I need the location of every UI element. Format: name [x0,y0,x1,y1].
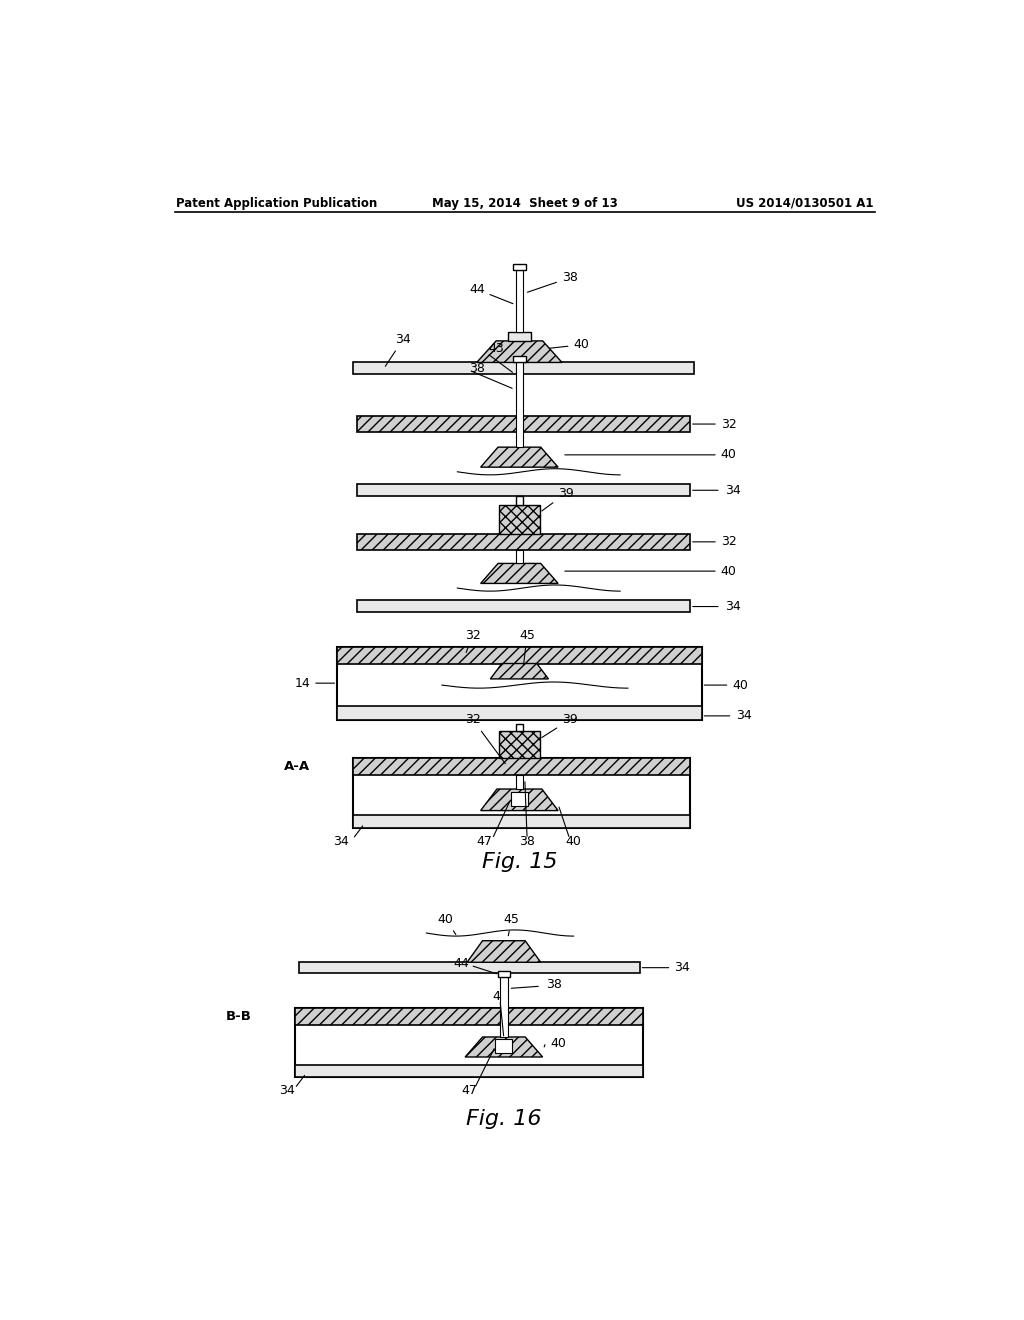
Text: 47: 47 [461,1084,477,1097]
Text: 38: 38 [547,978,562,991]
Polygon shape [490,664,549,678]
Text: 34: 34 [736,709,752,722]
Bar [496,1039,512,1053]
Bar [356,601,690,612]
Text: 34: 34 [385,333,411,366]
Bar [515,496,523,506]
Text: 43: 43 [488,342,504,355]
Bar [511,792,528,807]
Bar [356,484,690,496]
Text: 32: 32 [692,536,736,548]
Text: May 15, 2014  Sheet 9 of 13: May 15, 2014 Sheet 9 of 13 [432,197,617,210]
Text: Fig. 16: Fig. 16 [466,1109,542,1130]
Polygon shape [480,447,558,467]
Bar [500,506,540,535]
Polygon shape [480,789,558,810]
Text: B-B: B-B [226,1010,252,1023]
Bar [337,706,701,719]
Text: 45: 45 [504,912,519,936]
Text: US 2014/0130501 A1: US 2014/0130501 A1 [736,197,873,210]
Bar [508,331,531,341]
Bar [356,416,690,432]
Polygon shape [467,941,541,962]
Bar [352,758,690,828]
Bar [352,363,693,374]
Bar [299,962,640,973]
Bar [500,977,508,1038]
Bar [337,647,701,664]
Text: 32: 32 [465,628,480,652]
Bar [500,731,540,758]
Text: 38: 38 [527,271,578,292]
Text: Patent Application Publication: Patent Application Publication [176,197,377,210]
Text: 45: 45 [519,628,536,664]
Text: 34: 34 [333,834,349,847]
Text: 45: 45 [493,990,508,1003]
Text: 40: 40 [565,834,582,847]
Text: 44: 44 [469,282,513,304]
Bar [515,549,523,564]
Bar [515,363,523,447]
Bar [356,535,690,549]
Bar [337,647,701,719]
Bar [352,816,690,828]
Text: 14: 14 [295,677,335,689]
Text: 44: 44 [454,957,469,970]
Polygon shape [480,564,558,583]
Bar [498,970,510,977]
Text: 40: 40 [705,678,749,692]
Text: 40: 40 [565,449,736,462]
Text: 32: 32 [465,713,505,764]
Text: 32: 32 [692,417,736,430]
Bar [513,356,525,363]
Text: 40: 40 [549,338,590,351]
Text: A-A: A-A [284,760,310,774]
Bar [352,758,690,775]
Bar [515,775,523,789]
Polygon shape [465,1038,543,1057]
Bar [515,723,523,731]
Text: 38: 38 [519,834,536,847]
Text: 39: 39 [542,713,578,738]
Bar [295,1007,643,1077]
Bar [515,271,523,331]
Text: 34: 34 [725,601,740,612]
Text: 34: 34 [725,483,740,496]
Bar [295,1065,643,1077]
Text: 38: 38 [469,362,484,375]
Text: 39: 39 [542,487,573,511]
Text: 47: 47 [476,834,493,847]
Text: Fig. 15: Fig. 15 [481,853,557,873]
Text: 40: 40 [565,565,736,578]
Bar [513,264,525,271]
Polygon shape [477,341,562,363]
Text: 34: 34 [279,1084,295,1097]
Text: 34: 34 [642,961,690,974]
Text: 40: 40 [550,1036,566,1049]
Text: 40: 40 [438,912,456,935]
Bar [295,1007,643,1024]
